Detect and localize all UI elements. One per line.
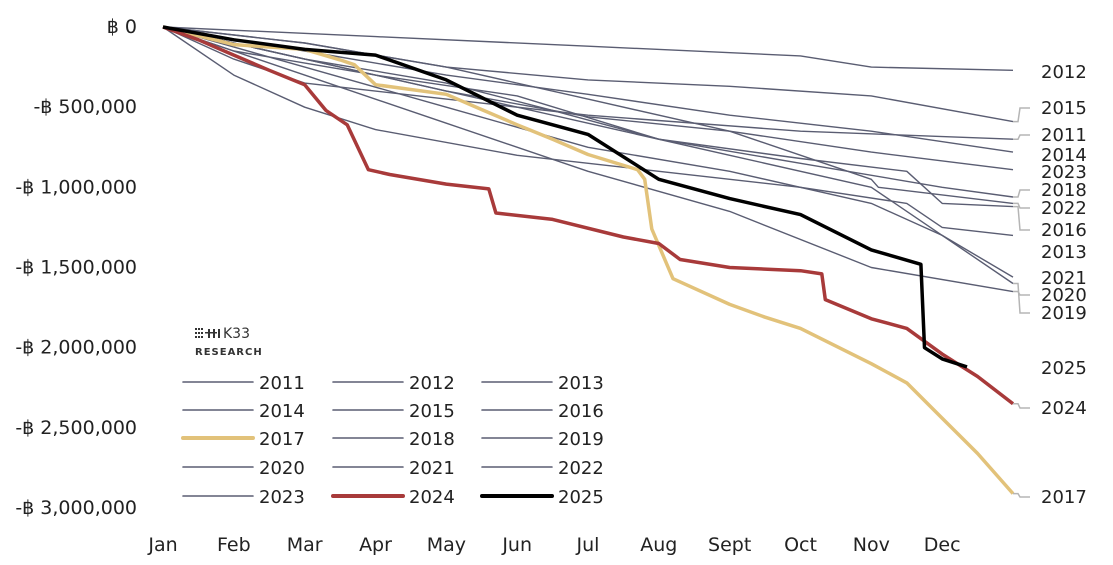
legend-item-2016: 2016 <box>481 401 604 422</box>
y-tick-label: -฿ 2,000,000 <box>15 337 137 359</box>
legend-item-2024: 2024 <box>331 487 455 508</box>
end-label-2015: 2015 <box>1041 98 1087 119</box>
x-tick-label: Jan <box>147 534 177 556</box>
y-tick-label: ฿ 0 <box>107 16 137 38</box>
series-line-2013 <box>162 26 1014 237</box>
series-line-2022 <box>162 26 1014 205</box>
series-line-2020 <box>162 26 1014 293</box>
series-line-2011 <box>162 26 1014 140</box>
end-label-2024: 2024 <box>1041 398 1087 419</box>
end-label-2018: 2018 <box>1041 180 1087 201</box>
legend-item-2021: 2021 <box>332 458 455 479</box>
end-label-2011: 2011 <box>1041 125 1087 146</box>
legend-label: 2015 <box>409 401 455 422</box>
leader-line-2017 <box>1013 492 1030 498</box>
series-line-2025 <box>162 25 968 369</box>
end-label-2022: 2022 <box>1041 198 1087 219</box>
end-label-2021: 2021 <box>1041 268 1087 289</box>
series-line-2012 <box>162 26 1014 71</box>
leader-line-2022 <box>1013 202 1030 209</box>
x-tick-label: Mar <box>287 534 323 556</box>
x-tick-label: Aug <box>640 534 677 556</box>
series-line-2018 <box>162 26 1014 198</box>
x-tick-label: Oct <box>784 534 817 556</box>
end-label-2020: 2020 <box>1041 285 1087 306</box>
series-line-2021 <box>162 26 1014 278</box>
legend-label: 2011 <box>259 373 305 394</box>
x-tick-label: Jul <box>576 534 600 556</box>
x-tick-label: Sept <box>708 534 751 556</box>
leader-line-2019 <box>1013 282 1030 314</box>
end-label-2013: 2013 <box>1041 242 1087 263</box>
legend-label: 2021 <box>409 458 455 479</box>
end-label-2025: 2025 <box>1041 358 1087 379</box>
legend-label: 2019 <box>558 429 604 450</box>
x-tick-label: Nov <box>853 534 890 556</box>
legend-item-2019: 2019 <box>481 429 604 450</box>
y-tick-label: -฿ 2,500,000 <box>15 417 137 439</box>
x-tick-label: Apr <box>359 534 392 556</box>
series-line-2023 <box>162 26 1014 171</box>
legend-label: 2024 <box>409 487 455 508</box>
legend-item-2017: 2017 <box>181 429 305 450</box>
end-label-2017: 2017 <box>1041 487 1087 508</box>
series-line-2017 <box>162 25 1015 495</box>
end-label-2014: 2014 <box>1041 145 1087 166</box>
y-tick-label: -฿ 1,500,000 <box>15 257 137 279</box>
y-tick-label: -฿ 500,000 <box>33 96 137 118</box>
x-tick-label: Dec <box>924 534 961 556</box>
logo-k33-text: K33 <box>223 326 250 342</box>
legend-item-2012: 2012 <box>332 373 455 394</box>
legend-label: 2016 <box>558 401 604 422</box>
legend-label: 2013 <box>558 373 604 394</box>
legend-label: 2023 <box>259 487 305 508</box>
legend-item-2023: 2023 <box>182 487 305 508</box>
x-axis: Jan Feb Mar Apr May Jun Jul Aug Sept Oct Nov Dec <box>147 534 960 556</box>
legend-label: 2017 <box>259 429 305 450</box>
legend-item-2013: 2013 <box>481 373 604 394</box>
end-label-2012: 2012 <box>1041 62 1087 83</box>
legend-item-2015: 2015 <box>332 401 455 422</box>
series-line-2024 <box>162 25 1015 406</box>
end-labels: 2011 2012 2013 2014 2015 2016 2017 2018 20192020… <box>1013 62 1087 508</box>
legend: 2011 2012 2013 2014 2015 2016 2017 2018 2019 2020… <box>181 373 604 508</box>
leader-line-2015 <box>1013 107 1030 123</box>
legend-label: 2020 <box>259 458 305 479</box>
legend-label: 2014 <box>259 401 305 422</box>
x-tick-label: Feb <box>217 534 251 556</box>
legend-item-2025: 2025 <box>480 487 604 508</box>
legend-item-2020: 2020 <box>182 458 305 479</box>
y-tick-label: -฿ 1,000,000 <box>15 176 137 198</box>
leader-line-2016 <box>1013 205 1030 231</box>
logo-dots-icon <box>195 328 220 338</box>
end-label-2016: 2016 <box>1041 220 1087 241</box>
leader-line-2020 <box>1013 290 1030 296</box>
leader-line-2024 <box>1013 403 1030 409</box>
legend-item-2011: 2011 <box>182 373 305 394</box>
y-tick-label: -฿ 3,000,000 <box>15 497 137 519</box>
legend-label: 2025 <box>558 487 604 508</box>
end-label-2023: 2023 <box>1041 162 1087 183</box>
x-tick-label: Jun <box>501 534 532 556</box>
legend-label: 2012 <box>409 373 455 394</box>
leader-line-2018 <box>1013 189 1030 198</box>
legend-item-2014: 2014 <box>182 401 305 422</box>
leader-line-2011 <box>1013 134 1030 140</box>
y-axis: ฿ 0 -฿ 500,000 -฿ 1,000,000 -฿ 1,500,000 -฿ … <box>15 16 137 519</box>
end-label-2019: 2019 <box>1041 303 1087 324</box>
logo-research-text: RESEARCH <box>195 347 263 358</box>
legend-label: 2018 <box>409 429 455 450</box>
k33-logo: K33 RESEARCH <box>195 326 263 358</box>
x-tick-label: May <box>427 534 466 556</box>
legend-label: 2022 <box>558 458 604 479</box>
legend-item-2018: 2018 <box>332 429 455 450</box>
plot-area <box>162 25 1015 495</box>
legend-item-2022: 2022 <box>481 458 604 479</box>
